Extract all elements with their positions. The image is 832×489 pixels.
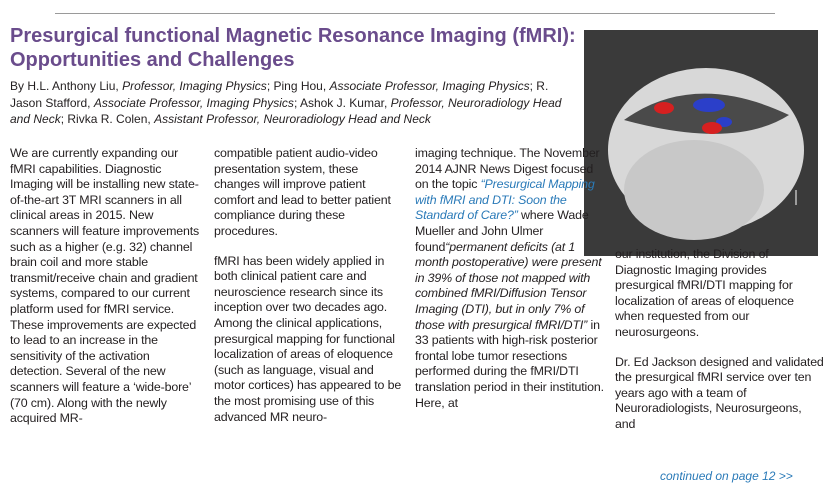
text-run: ; Rivka R. Colen, — [60, 112, 155, 126]
text-run: ; Ashok J. Kumar, — [293, 95, 391, 110]
text-run: Professor, Imaging Physics — [122, 79, 267, 93]
topic-title: “Presurgical Mapping with fMRI and DTI: … — [415, 177, 595, 223]
column: our institution, the Division of Diagnos… — [615, 247, 825, 462]
column: We are currently expanding our fMRI capa… — [10, 146, 202, 476]
text-run: imaging technique. The November 2014 AJN… — [415, 146, 600, 192]
text-run: fMRI has been widely applied in both cli… — [214, 253, 402, 424]
text-run: ; R. Jason Stafford, — [10, 79, 549, 110]
text-run: Dr. Ed Jackson designed and validated th… — [615, 354, 824, 431]
text-run: By H.L. Anthony Liu, — [10, 79, 123, 93]
text-run: Assistant Professor, Neuroradiology Head… — [154, 112, 431, 126]
text-run: “permanent deficits (at 1 month postoper… — [415, 239, 602, 332]
paragraph: imaging technique. The November 2014 AJN… — [415, 146, 605, 411]
paragraph: our institution, the Division of Diagnos… — [615, 247, 825, 341]
text-run: in 33 patients with high-risk posterior … — [415, 317, 604, 410]
text-run: We are currently expanding our fMRI capa… — [10, 146, 200, 426]
top-rule — [55, 13, 775, 14]
byline: By H.L. Anthony Liu, Professor, Imaging … — [10, 78, 575, 128]
text-run: ; Ping Hou, — [266, 79, 330, 93]
paragraph: Dr. Ed Jackson designed and validated th… — [615, 355, 825, 433]
paragraph: We are currently expanding our fMRI capa… — [10, 146, 202, 427]
continued-link[interactable]: continued on page 12 >> — [660, 469, 793, 483]
column: compatible patient audio-video presentat… — [214, 146, 404, 476]
column: imaging technique. The November 2014 AJN… — [415, 146, 605, 476]
text-run: Professor, Neuroradiology Head and Neck — [10, 95, 562, 127]
text-run: Associate Professor, Imaging Physics — [329, 79, 530, 93]
paragraph: compatible patient audio-video presentat… — [214, 146, 404, 240]
text-run: compatible patient audio-video presentat… — [214, 146, 391, 238]
text-run: where Wade Mueller and John Ulmer found — [415, 208, 589, 254]
text-run: Associate Professor, Imaging Physics — [93, 95, 294, 110]
text-run: our institution, the Division of Diagnos… — [615, 247, 794, 339]
brain-image — [584, 30, 818, 256]
paragraph: fMRI has been widely applied in both cli… — [214, 254, 404, 426]
title: Presurgical functional Magnetic Resonanc… — [10, 25, 576, 71]
